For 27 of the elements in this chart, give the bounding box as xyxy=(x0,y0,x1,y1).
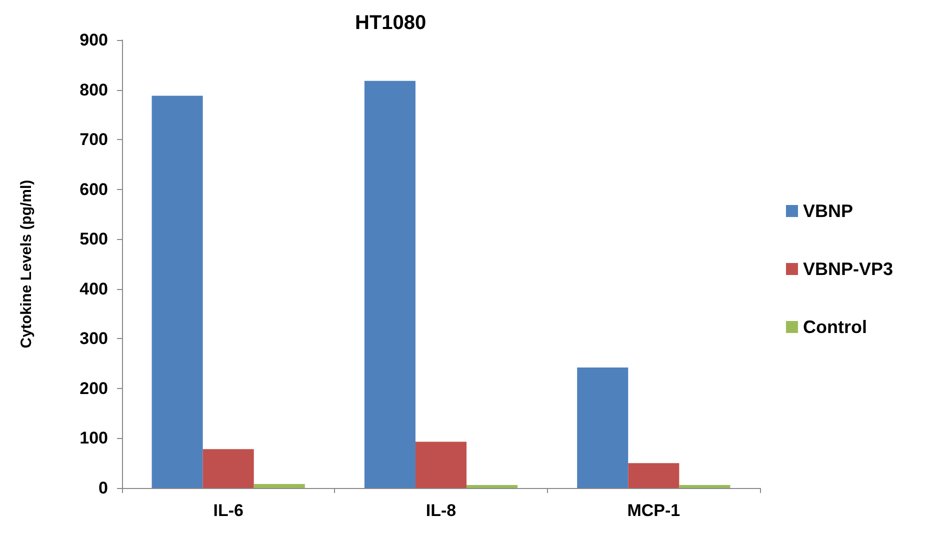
legend-label: VBNP-VP3 xyxy=(802,259,894,279)
y-tick-label: 500 xyxy=(80,230,108,249)
y-tick-label: 0 xyxy=(98,478,108,498)
legend-label: VBNP xyxy=(802,201,853,221)
y-tick-label: 800 xyxy=(80,80,108,100)
y-tick-label: 700 xyxy=(80,130,108,150)
y-tick-label: 300 xyxy=(80,329,108,348)
x-tick-label: IL-6 xyxy=(213,501,244,520)
y-tick-label: 900 xyxy=(80,30,108,50)
y-tick-label: 200 xyxy=(80,378,108,398)
bar xyxy=(364,80,416,488)
y-tick-label: 400 xyxy=(80,279,108,298)
bar xyxy=(577,368,628,488)
bar xyxy=(415,442,467,488)
legend-label: Control xyxy=(802,317,867,337)
x-tick-label: IL-8 xyxy=(426,501,456,520)
y-axis-title: Cytokine Levels (pg/ml) xyxy=(18,180,35,348)
bar xyxy=(679,485,730,488)
bar xyxy=(628,463,680,488)
bar xyxy=(152,96,203,488)
bar xyxy=(254,484,305,488)
bar xyxy=(202,449,254,488)
y-tick-label: 100 xyxy=(80,428,108,448)
chart-title: HT1080 xyxy=(355,12,426,34)
x-tick-label: MCP-1 xyxy=(627,501,680,520)
y-tick-label: 600 xyxy=(80,180,108,199)
bar xyxy=(466,485,518,488)
